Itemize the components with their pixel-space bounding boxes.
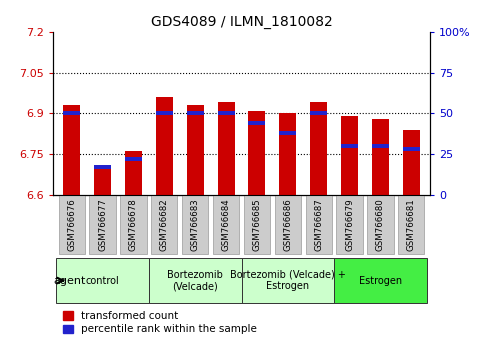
FancyBboxPatch shape [368,195,394,254]
Bar [341,116,358,195]
Bar [248,110,266,195]
Bar [310,102,327,195]
FancyBboxPatch shape [334,258,427,303]
Text: Bortezomib (Velcade) +
Estrogen: Bortezomib (Velcade) + Estrogen [230,270,346,291]
Text: GSM766685: GSM766685 [253,198,261,251]
Bar [125,151,142,195]
Text: GSM766679: GSM766679 [345,199,354,251]
FancyBboxPatch shape [244,195,270,254]
Bar [187,111,204,115]
Text: control: control [85,275,119,286]
Bar [156,111,173,115]
Bar [403,130,420,195]
FancyBboxPatch shape [149,258,242,303]
Text: Bortezomib
(Velcade): Bortezomib (Velcade) [167,270,223,291]
FancyBboxPatch shape [337,195,363,254]
Text: GSM766687: GSM766687 [314,198,323,251]
Bar [156,97,173,195]
FancyBboxPatch shape [275,195,301,254]
Bar [279,131,296,135]
Bar [279,113,296,195]
FancyBboxPatch shape [58,195,85,254]
Bar [63,105,80,195]
Bar [310,111,327,115]
Bar [125,157,142,161]
Bar [248,121,266,125]
Text: Estrogen: Estrogen [359,275,402,286]
FancyBboxPatch shape [242,258,334,303]
FancyBboxPatch shape [151,195,177,254]
Text: GSM766677: GSM766677 [98,198,107,251]
FancyBboxPatch shape [398,195,425,254]
Text: GSM766684: GSM766684 [222,198,230,251]
Text: GSM766680: GSM766680 [376,198,385,251]
Bar [217,111,235,115]
Bar [187,105,204,195]
FancyBboxPatch shape [182,195,208,254]
Text: GSM766676: GSM766676 [67,198,76,251]
Bar [94,165,111,169]
FancyBboxPatch shape [120,195,146,254]
Bar [341,144,358,148]
FancyBboxPatch shape [213,195,239,254]
Bar [372,144,389,148]
Text: GSM766681: GSM766681 [407,198,416,251]
Bar [63,111,80,115]
Text: GSM766678: GSM766678 [129,198,138,251]
Bar [217,102,235,195]
Text: GSM766683: GSM766683 [191,198,199,251]
Text: GSM766682: GSM766682 [160,198,169,251]
Title: GDS4089 / ILMN_1810082: GDS4089 / ILMN_1810082 [151,16,332,29]
Text: GSM766686: GSM766686 [284,198,292,251]
FancyBboxPatch shape [89,195,115,254]
Bar [94,167,111,195]
Bar [372,119,389,195]
Text: agent: agent [54,275,86,286]
Legend: transformed count, percentile rank within the sample: transformed count, percentile rank withi… [58,307,261,339]
FancyBboxPatch shape [56,258,149,303]
FancyBboxPatch shape [306,195,332,254]
Bar [403,147,420,151]
